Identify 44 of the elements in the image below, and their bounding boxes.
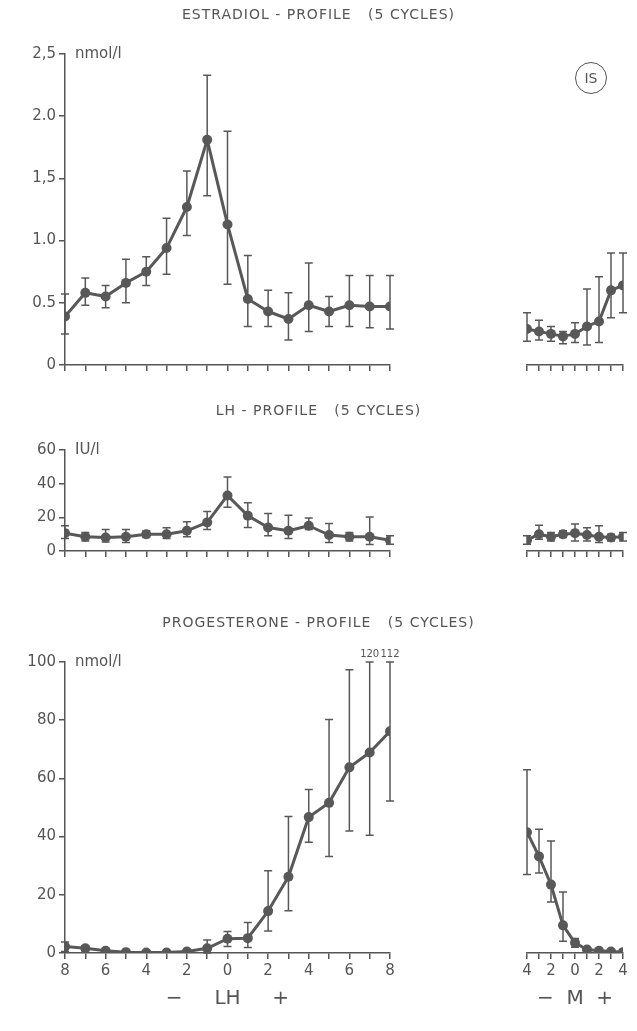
x-tick-label: 6: [344, 960, 355, 979]
y-tick-label: 0: [46, 942, 56, 961]
y-tick-label: 1,5: [32, 168, 56, 187]
x-tick-label: 4: [522, 960, 532, 979]
y-tick-label: 20: [36, 884, 56, 903]
x-axis-title: − LH +: [165, 985, 290, 1010]
x-tick-label: 2: [182, 960, 192, 979]
y-tick-label: 1.0: [32, 230, 56, 249]
x-tick-label: 4: [618, 960, 628, 979]
y-tick-label: 0: [46, 354, 56, 373]
y-axis-title: IU/l: [75, 439, 100, 458]
y-tick-label: 2,5: [32, 43, 56, 62]
x-axis-title: − M +: [536, 985, 614, 1010]
x-tick-label: 2: [594, 960, 604, 979]
point: [594, 945, 604, 953]
y-tick-label: 100: [27, 651, 56, 670]
x-tick-label: 8: [60, 960, 70, 979]
point: [582, 944, 592, 953]
annotation: 120: [360, 647, 380, 659]
chart-title: ESTRADIOL - PROFILE (5 CYCLES): [181, 6, 456, 22]
y-tick-label: 60: [36, 439, 56, 458]
y-axis-title: nmol/l: [75, 43, 122, 62]
y-tick-label: 0.5: [32, 292, 56, 311]
annotation: IS: [575, 62, 607, 94]
x-tick-label: 2: [263, 960, 273, 979]
x-tick-label: 4: [141, 960, 152, 979]
x-tick-label: 6: [100, 960, 111, 979]
x-tick-label: 0: [570, 960, 580, 979]
y-axis-title: nmol/l: [75, 651, 122, 670]
chart-title: PROGESTERONE - PROFILE (5 CYCLES): [161, 614, 476, 630]
annotation: 112: [380, 647, 400, 659]
x-tick-label: 0: [222, 960, 233, 979]
x-tick-label: 2: [546, 960, 556, 979]
y-tick-label: 20: [36, 507, 56, 526]
y-tick-label: 0: [46, 540, 56, 559]
y-tick-label: 40: [36, 826, 56, 845]
y-tick-label: 40: [36, 473, 56, 492]
x-tick-label: 8: [385, 960, 395, 979]
point: [100, 945, 111, 953]
x-tick-label: 4: [303, 960, 314, 979]
y-tick-label: 80: [36, 710, 56, 729]
y-tick-label: 2.0: [32, 106, 56, 125]
y-tick-label: 60: [36, 768, 56, 787]
chart-title: LH - PROFILE (5 CYCLES): [214, 402, 423, 418]
